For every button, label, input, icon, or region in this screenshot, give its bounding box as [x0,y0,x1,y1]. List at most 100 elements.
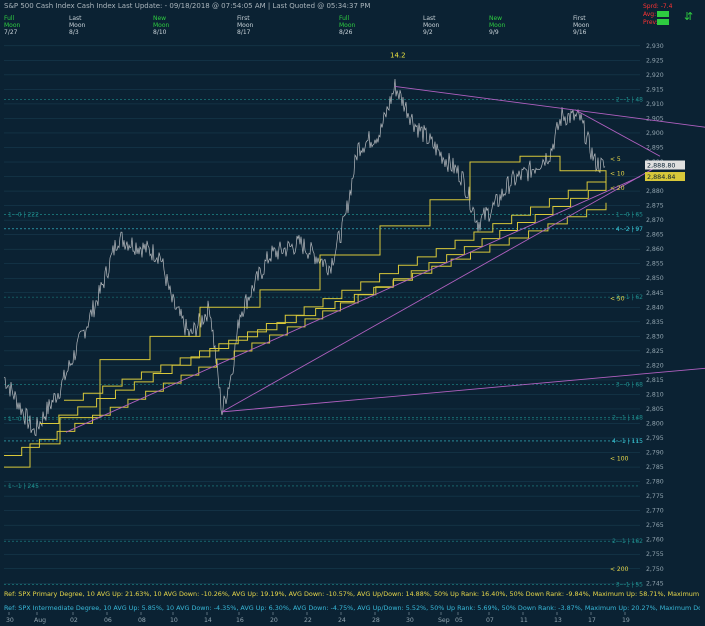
level-label: 3 - 1 | 55 [616,582,643,589]
y-tick-label: 2,750 [646,566,664,573]
stats-intermediate: Ref: SPX Intermediate Degree, 10 AVG Up:… [4,604,700,612]
x-tick-label: 17 [588,617,596,624]
moon-phase-date: 9/9 [489,29,499,36]
x-tick-label: 13 [554,617,562,624]
x-tick-label: 10 [170,617,178,624]
price-badge [645,160,685,170]
moon-phase-line2: Moon [573,22,590,29]
level-label: 4 - 2 | 97 [616,226,643,233]
moon-phase-line1: Full [339,15,350,22]
trendline [221,164,661,413]
level-label: 1 - 0 | 2 [8,416,31,423]
moon-phase-line2: Moon [489,22,506,29]
y-tick-label: 2,920 [646,72,664,79]
stats-primary: Ref: SPX Primary Degree, 10 AVG Up: 21.6… [4,590,700,598]
x-tick-label: 30 [6,617,14,624]
y-tick-label: 2,855 [646,261,664,268]
level-label: 2 - 1 | 62 [616,294,643,301]
y-tick-label: 2,830 [646,333,664,340]
y-tick-label: 2,845 [646,290,664,297]
step-label: < 200 [610,566,629,573]
y-tick-label: 2,820 [646,362,664,369]
moon-phase-date: 8/17 [237,29,251,36]
moon-phase-date: 7/27 [4,29,18,36]
y-tick-label: 2,870 [646,217,664,224]
moon-phase-line2: Moon [339,22,356,29]
y-tick-label: 2,760 [646,537,664,544]
y-tick-label: 2,810 [646,391,664,398]
y-tick-label: 2,795 [646,435,664,442]
level-label: 1 - 0 | 222 [8,211,39,218]
price-badge [645,172,685,182]
y-tick-label: 2,875 [646,203,664,210]
y-tick-label: 2,840 [646,304,664,311]
x-tick-label: Aug [34,617,46,624]
avg-badge [657,11,669,17]
level-label: 4 - 1 | 115 [612,438,643,445]
y-tick-label: 2,930 [646,43,664,50]
y-tick-label: 2,880 [646,188,664,195]
peak-annotation: 14.2 [390,51,406,59]
step-average-20 [64,202,607,401]
moon-phase-line2: Moon [153,22,170,29]
y-tick-label: 2,790 [646,450,664,457]
y-tick-label: 2,775 [646,493,664,500]
x-tick-label: 02 [70,617,78,624]
x-tick-label: 20 [270,617,278,624]
moon-phase-date: 9/2 [423,29,433,36]
y-tick-label: 2,850 [646,275,664,282]
step-label: < 50 [610,296,625,303]
y-tick-label: 2,800 [646,420,664,427]
x-tick-label: 22 [304,617,312,624]
moon-phase-line2: Moon [4,22,21,29]
x-tick-label: Sep [438,617,450,624]
moon-phase-line1: Last [423,15,436,22]
level-label: 1 - 1 | 245 [8,483,39,490]
x-tick-label: 19 [622,617,630,624]
y-tick-label: 2,900 [646,130,664,137]
price-badge-text: 2,884.84 [647,173,675,181]
step-average-main [4,155,607,468]
y-tick-label: 2,835 [646,319,664,326]
y-tick-label: 2,755 [646,551,664,558]
level-label: 3 - 0 | 68 [616,381,643,388]
step-average-10 [40,173,607,424]
y-tick-label: 2,780 [646,479,664,486]
prev-label: Prev: [643,19,658,26]
moon-phase-date: 8/3 [69,29,79,36]
y-tick-label: 2,865 [646,232,664,239]
trendline [574,109,661,157]
moon-phase-line1: First [237,15,250,22]
x-tick-label: 28 [372,617,380,624]
level-label: 2 - 1 | 48 [616,97,643,104]
moon-phase-date: 8/26 [339,29,353,36]
chart-header-title: S&P 500 Cash Index Cash Index Last Updat… [4,2,371,10]
x-tick-label: 05 [455,617,463,624]
x-tick-label: 14 [204,617,212,624]
moon-phase-line2: Moon [423,22,440,29]
moon-phase-date: 9/16 [573,29,587,36]
x-tick-label: 06 [104,617,112,624]
moon-phase-line1: New [153,15,166,22]
price-badge-text: 2,888.80 [647,162,675,170]
trendline [394,86,705,128]
y-tick-label: 2,770 [646,508,664,515]
y-tick-label: 2,910 [646,101,664,108]
x-tick-label: 11 [520,617,528,624]
y-tick-label: 2,785 [646,464,664,471]
y-tick-label: 2,925 [646,57,664,64]
level-label: 1 - 0 | 65 [616,211,643,218]
spread-label: Sprd: -7.4 [643,3,673,10]
step-average-5 [4,182,607,456]
trendline [65,176,641,433]
y-tick-label: 2,815 [646,377,664,384]
moon-phase-date: 8/10 [153,29,167,36]
y-tick-label: 2,805 [646,406,664,413]
y-tick-label: 2,765 [646,522,664,529]
arrows-icon[interactable]: ⇵ [684,10,694,23]
moon-phase-line1: First [573,15,586,22]
x-tick-label: 16 [236,617,244,624]
step-label: < 20 [610,185,625,192]
